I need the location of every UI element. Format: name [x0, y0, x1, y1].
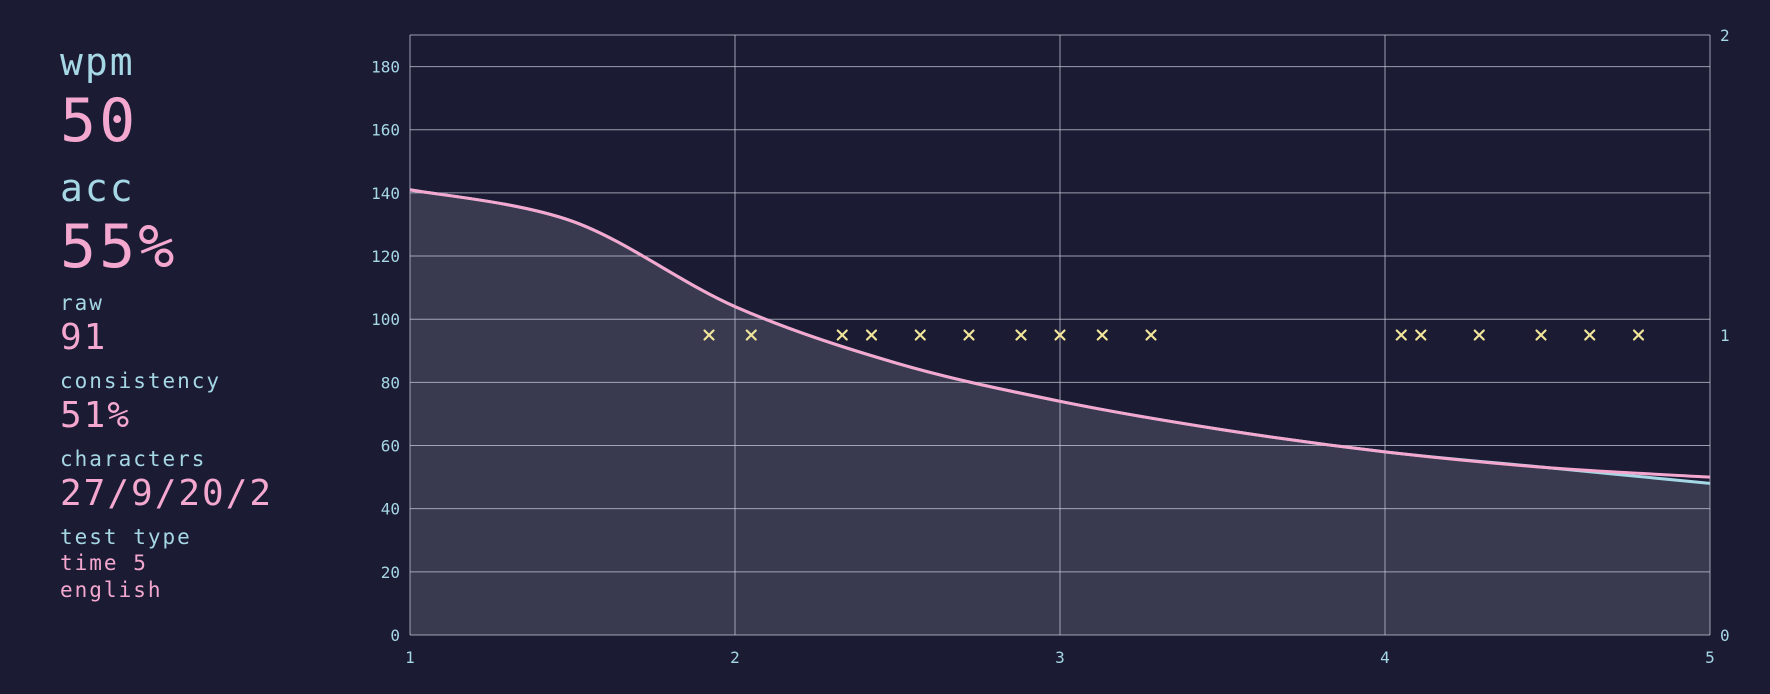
y-tick-label: 180 [371, 58, 400, 77]
y-tick-label: 80 [381, 373, 400, 392]
error-marker [1535, 329, 1547, 341]
wpm-label: wpm [60, 40, 135, 84]
y-tick-label: 20 [381, 563, 400, 582]
error-marker [1473, 329, 1485, 341]
error-marker [1096, 329, 1108, 341]
y2-tick-label: 0 [1720, 626, 1730, 645]
characters-label: characters [60, 447, 207, 471]
error-marker [1415, 329, 1427, 341]
wpm-line [409, 188, 1711, 479]
y-tick-label: 140 [371, 184, 400, 203]
characters-value: 27/9/20/2 [60, 473, 274, 514]
y2-tick-label: 2 [1720, 26, 1730, 45]
x-tick-label: 1 [405, 648, 415, 667]
error-marker [865, 329, 878, 341]
raw-value: 91 [60, 317, 108, 358]
y-tick-label: 160 [371, 121, 400, 140]
x-tick-label: 2 [730, 648, 740, 667]
error-marker [1145, 329, 1157, 341]
y-tick-label: 40 [381, 500, 400, 519]
error-marker [1015, 329, 1027, 341]
error-marker [836, 329, 848, 341]
y-tick-label: 120 [371, 247, 400, 266]
y-tick-label: 0 [390, 626, 400, 645]
stats-panel: wpm 50 acc 55% raw 91 consistency 51% ch… [60, 30, 360, 604]
error-marker [963, 329, 975, 341]
acc-label: acc [60, 166, 135, 210]
y-tick-label: 60 [381, 437, 400, 456]
error-marker [1584, 329, 1596, 341]
x-tick-label: 4 [1380, 648, 1390, 667]
y-tick-label: 100 [371, 310, 400, 329]
acc-value: 55% [60, 212, 178, 282]
error-marker [745, 329, 757, 341]
raw-label: raw [60, 291, 104, 315]
consistency-value: 51% [60, 395, 132, 436]
error-marker [1054, 329, 1066, 341]
wpm-value: 50 [60, 86, 139, 156]
x-tick-label: 5 [1705, 648, 1715, 667]
test-type-mode: time 5 [60, 551, 148, 575]
error-marker [1632, 329, 1645, 341]
test-type-label: test type [60, 525, 192, 549]
consistency-label: consistency [60, 369, 222, 393]
y2-tick-label: 1 [1720, 326, 1730, 345]
test-type-language: english [60, 578, 163, 602]
error-marker [703, 329, 715, 341]
error-marker [1395, 329, 1407, 341]
error-marker [914, 329, 926, 341]
x-tick-label: 3 [1055, 648, 1065, 667]
